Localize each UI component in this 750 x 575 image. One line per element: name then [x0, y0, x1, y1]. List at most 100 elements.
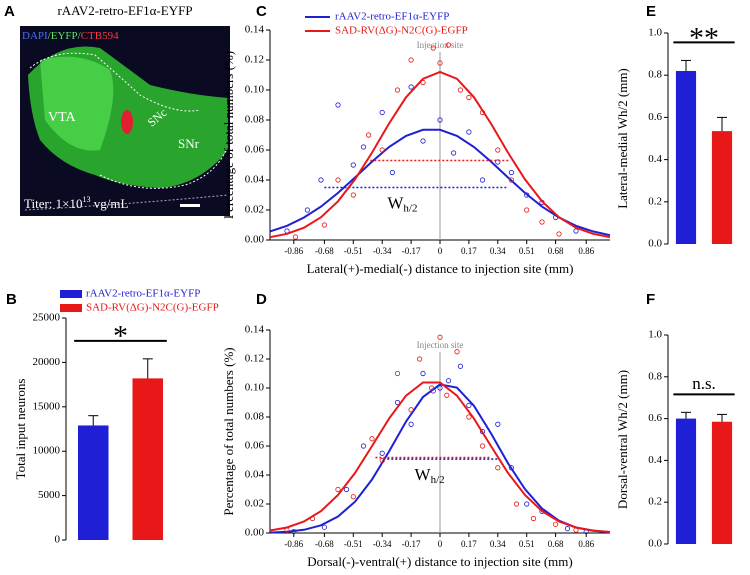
y-axis-label: Total input neurons [13, 379, 28, 480]
data-point [408, 407, 414, 413]
data-point [466, 414, 472, 420]
data-point [479, 443, 486, 449]
data-point [360, 443, 367, 449]
x-tick-label: -0.34 [373, 246, 392, 256]
fit-curve [269, 381, 611, 533]
data-point [318, 177, 324, 183]
stain-label: DAPI/EYFP/CTB594 [22, 30, 119, 42]
data-point [420, 138, 426, 144]
x-tick-label: -0.86 [284, 246, 303, 256]
stain-part: DAPI [22, 30, 48, 42]
data-point [437, 334, 443, 340]
data-point [369, 436, 375, 442]
x-tick-label: 0.17 [461, 246, 477, 256]
y-tick-label: 1.0 [648, 27, 662, 39]
stain-part: CTB594 [81, 30, 119, 42]
region-outline [29, 52, 227, 189]
x-tick-label: 0.17 [461, 539, 477, 549]
data-point [495, 465, 501, 471]
bar [675, 70, 697, 244]
significance-label: n.s. [692, 374, 716, 393]
x-axis-label: Dorsal(-)-ventral(+) distance to injecti… [307, 554, 572, 569]
titer-label: Titer: 1×1013 vg/mL [24, 195, 128, 211]
y-tick-label: 25000 [33, 312, 61, 324]
data-point [539, 219, 545, 225]
y-tick-label: 0.04 [245, 174, 265, 186]
y-tick-label: 0.8 [648, 370, 662, 382]
data-point [445, 378, 452, 384]
legend-label: SAD-RV(ΔG)-N2C(G)-EGFP [335, 25, 468, 37]
y-tick-label: 0.6 [648, 111, 662, 123]
y-tick-label: 0.4 [648, 454, 662, 466]
y-tick-label: 0.14 [245, 324, 265, 336]
bar [132, 378, 164, 540]
x-tick-label: 0.68 [548, 246, 564, 256]
panel-letter: A [4, 3, 15, 20]
x-tick-label: -0.51 [344, 246, 363, 256]
data-point [335, 486, 341, 493]
data-point [479, 177, 486, 183]
x-tick-label: 0 [438, 539, 443, 549]
y-tick-label: 0.0 [648, 238, 662, 250]
data-point [457, 363, 463, 369]
data-point [495, 147, 501, 153]
bar [77, 425, 109, 540]
injection-label: Injection site [417, 340, 464, 350]
x-tick-label: 0.34 [490, 539, 506, 549]
image-title: rAAV2-retro-EF1α-EYFP [57, 3, 192, 18]
y-tick-label: 0.06 [245, 440, 265, 452]
green-signal [40, 56, 114, 151]
panel-a: A rAAV2-retro-EF1α-EYFP DAPI/EYFP/CTB594… [4, 3, 230, 216]
x-tick-label: 0.34 [490, 246, 506, 256]
x-tick-label: -0.68 [315, 539, 334, 549]
bar [711, 131, 733, 244]
x-tick-label: -0.86 [284, 539, 303, 549]
region-label: VTA [48, 110, 77, 125]
data-point [394, 370, 401, 377]
data-point [552, 521, 559, 527]
x-tick-label: 0.51 [519, 246, 535, 256]
data-point [445, 42, 452, 48]
data-point [573, 228, 579, 234]
legend-label: rAAV2-retro-EF1α-EYFP [86, 288, 200, 300]
data-point [420, 370, 426, 377]
y-tick-label: 1.0 [648, 329, 662, 341]
data-point [343, 486, 350, 493]
data-point [437, 385, 443, 391]
x-tick-label: 0.86 [578, 539, 594, 549]
data-point [360, 144, 367, 150]
data-point [466, 94, 472, 101]
data-point [335, 177, 341, 183]
y-tick-label: 0.00 [245, 234, 265, 246]
y-tick-label: 0.10 [245, 84, 265, 96]
data-point [321, 524, 327, 530]
y-tick-label: 0.02 [245, 498, 264, 510]
data-point [495, 421, 501, 427]
y-tick-label: 0.10 [245, 382, 265, 394]
legend-swatch [60, 290, 82, 298]
data-point [379, 457, 385, 464]
x-tick-label: -0.17 [402, 539, 421, 549]
stain-part: /EYFP/ [48, 30, 82, 42]
data-point [454, 349, 460, 355]
significance-label: * [113, 320, 128, 353]
data-point [466, 402, 472, 408]
data-point [408, 421, 414, 427]
bar [675, 418, 697, 544]
y-tick-label: 0.00 [245, 527, 265, 539]
width-label: Wh/2 [415, 465, 445, 486]
data-point [508, 169, 514, 176]
data-point [350, 162, 356, 168]
y-tick-label: 0.2 [648, 496, 662, 508]
y-tick-label: 0.2 [648, 195, 662, 207]
data-point [530, 515, 537, 522]
titer-part: vg/mL [91, 196, 129, 211]
titer-exponent: 13 [83, 195, 91, 204]
panel: C 0.00 0.02 0.04 0.06 0.08 0.10 0.12 0.14 Percent… [221, 3, 611, 276]
data-point [457, 87, 463, 93]
data-point [335, 102, 341, 108]
data-point [430, 45, 436, 51]
data-point [389, 169, 395, 176]
y-tick-label: 0.6 [648, 412, 662, 424]
